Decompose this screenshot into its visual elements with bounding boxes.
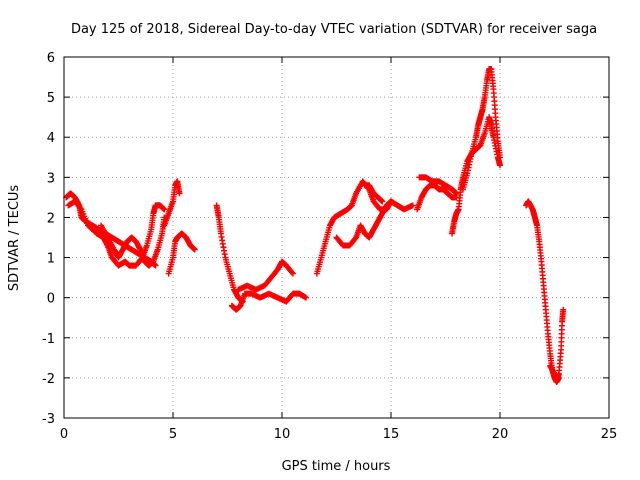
x-tick-label: 25 — [601, 427, 618, 442]
data-point — [453, 190, 460, 197]
data-point — [388, 198, 394, 205]
axes: 0 5 10 15 20 25 -3 -2 -1 0 1 2 3 4 5 6 — [42, 51, 617, 442]
data-point — [161, 206, 168, 213]
y-tick-label: -3 — [42, 412, 55, 427]
data-point — [555, 374, 562, 381]
data-point — [289, 270, 296, 277]
y-tick-label: 3 — [47, 171, 55, 186]
data-point — [497, 154, 503, 161]
y-tick-label: 4 — [47, 131, 55, 146]
y-tick-label: 0 — [47, 292, 55, 307]
data-point — [302, 294, 309, 301]
data-series — [63, 66, 567, 385]
chart-title: Day 125 of 2018, Sidereal Day-to-day VTE… — [71, 22, 597, 37]
y-tick-label: 1 — [47, 252, 55, 267]
y-tick-label: -1 — [42, 332, 55, 347]
data-point — [288, 269, 295, 276]
data-point — [152, 262, 159, 269]
plot-frame — [63, 56, 610, 419]
data-point — [176, 190, 183, 197]
x-tick-label: 20 — [492, 427, 509, 442]
data-point — [560, 306, 567, 313]
data-point — [77, 205, 84, 212]
y-tick-label: -2 — [42, 372, 55, 387]
data-point — [409, 202, 416, 209]
x-tick-label: 5 — [169, 427, 177, 442]
data-point — [497, 162, 503, 169]
x-tick-label: 0 — [60, 427, 68, 442]
x-axis-label: GPS time / hours — [282, 459, 391, 474]
y-tick-label: 5 — [47, 91, 55, 106]
x-tick-label: 10 — [274, 427, 291, 442]
y-tick-label: 6 — [47, 51, 55, 66]
y-tick-label: 2 — [47, 211, 55, 226]
data-point — [379, 198, 386, 205]
x-tick-label: 15 — [383, 427, 400, 442]
data-point — [191, 246, 198, 253]
y-axis-label: SDTVAR / TECUs — [7, 185, 22, 292]
